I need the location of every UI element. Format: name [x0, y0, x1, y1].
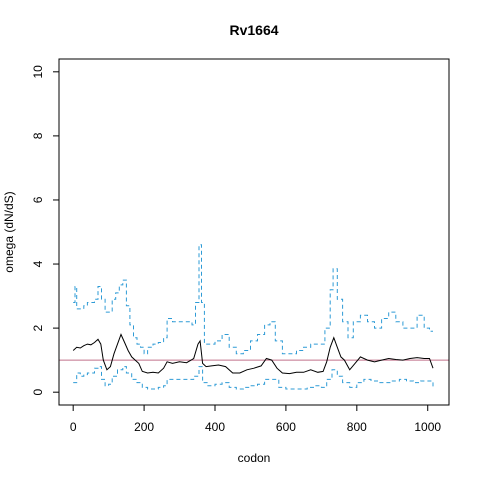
y-tick-label: 2: [31, 324, 45, 331]
x-tick-label: 0: [70, 420, 77, 434]
series-line-lower-bound: [73, 366, 434, 390]
series-line-upper-bound: [73, 244, 433, 355]
x-tick-label: 800: [347, 420, 367, 434]
y-axis: 0 2 4 6 8 10: [31, 65, 59, 396]
x-axis-label: codon: [238, 451, 271, 465]
x-axis: 0 200 400 600 800 1000: [70, 405, 441, 434]
y-tick-label: 0: [31, 389, 45, 396]
x-tick-label: 200: [134, 420, 154, 434]
y-tick-label: 4: [31, 260, 45, 267]
y-tick-label: 6: [31, 196, 45, 203]
plot-frame: [58, 58, 450, 406]
y-tick-label: 8: [31, 132, 45, 139]
chart-title: Rv1664: [229, 22, 278, 38]
x-tick-label: 1000: [414, 420, 441, 434]
y-tick-label: 10: [31, 65, 45, 79]
plot-area: [59, 244, 449, 390]
x-tick-label: 600: [276, 420, 296, 434]
series-line-estimate: [72, 333, 434, 375]
x-tick-label: 400: [205, 420, 225, 434]
y-axis-label: omega (dN/dS): [2, 191, 16, 272]
